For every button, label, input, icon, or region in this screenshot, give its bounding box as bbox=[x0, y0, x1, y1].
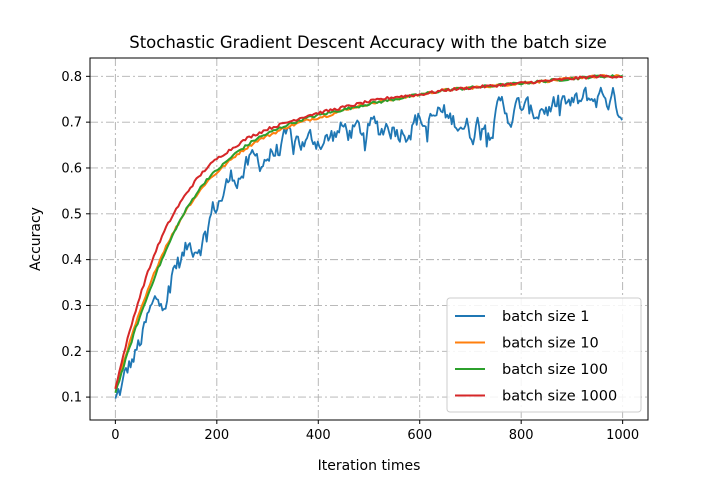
y-tick-label: 0.2 bbox=[61, 345, 82, 360]
tick-layer: 0 200 400 600 800 1000 0.1 0.2 0.3 0.4 0.5 0.6 0.7 0.… bbox=[61, 70, 639, 443]
x-tick-label: 400 bbox=[306, 428, 331, 443]
y-axis-label: Accuracy bbox=[28, 207, 44, 271]
series-line-4 bbox=[114, 74, 623, 390]
plot-frame bbox=[89, 57, 649, 421]
x-tick-label: 600 bbox=[407, 428, 432, 443]
x-tick-label: 0 bbox=[111, 428, 119, 443]
series-layer bbox=[114, 74, 623, 399]
legend-box bbox=[446, 297, 642, 413]
x-tick-label: 800 bbox=[509, 428, 534, 443]
x-tick-label: 200 bbox=[204, 428, 229, 443]
y-tick-label: 0.7 bbox=[61, 116, 82, 131]
y-tick-label: 0.8 bbox=[61, 70, 82, 85]
x-axis-label: Iteration times bbox=[318, 458, 421, 474]
y-tick-label: 0.6 bbox=[61, 161, 82, 176]
legend: batch size 1 batch size 10 batch size 100 b… bbox=[446, 297, 642, 413]
chart-title: Stochastic Gradient Descent Accuracy wit… bbox=[129, 33, 607, 52]
legend-label: batch size 10 bbox=[502, 336, 599, 352]
legend-label: batch size 1000 bbox=[502, 389, 617, 405]
y-tick-label: 0.3 bbox=[61, 299, 82, 314]
legend-label: batch size 1 bbox=[502, 309, 590, 325]
y-tick-label: 0.4 bbox=[61, 253, 82, 268]
legend-label: batch size 100 bbox=[502, 362, 608, 378]
y-tick-label: 0.1 bbox=[61, 391, 82, 406]
y-tick-label: 0.5 bbox=[61, 207, 82, 222]
x-tick-label: 1000 bbox=[606, 428, 639, 443]
series-line-1 bbox=[114, 86, 623, 399]
